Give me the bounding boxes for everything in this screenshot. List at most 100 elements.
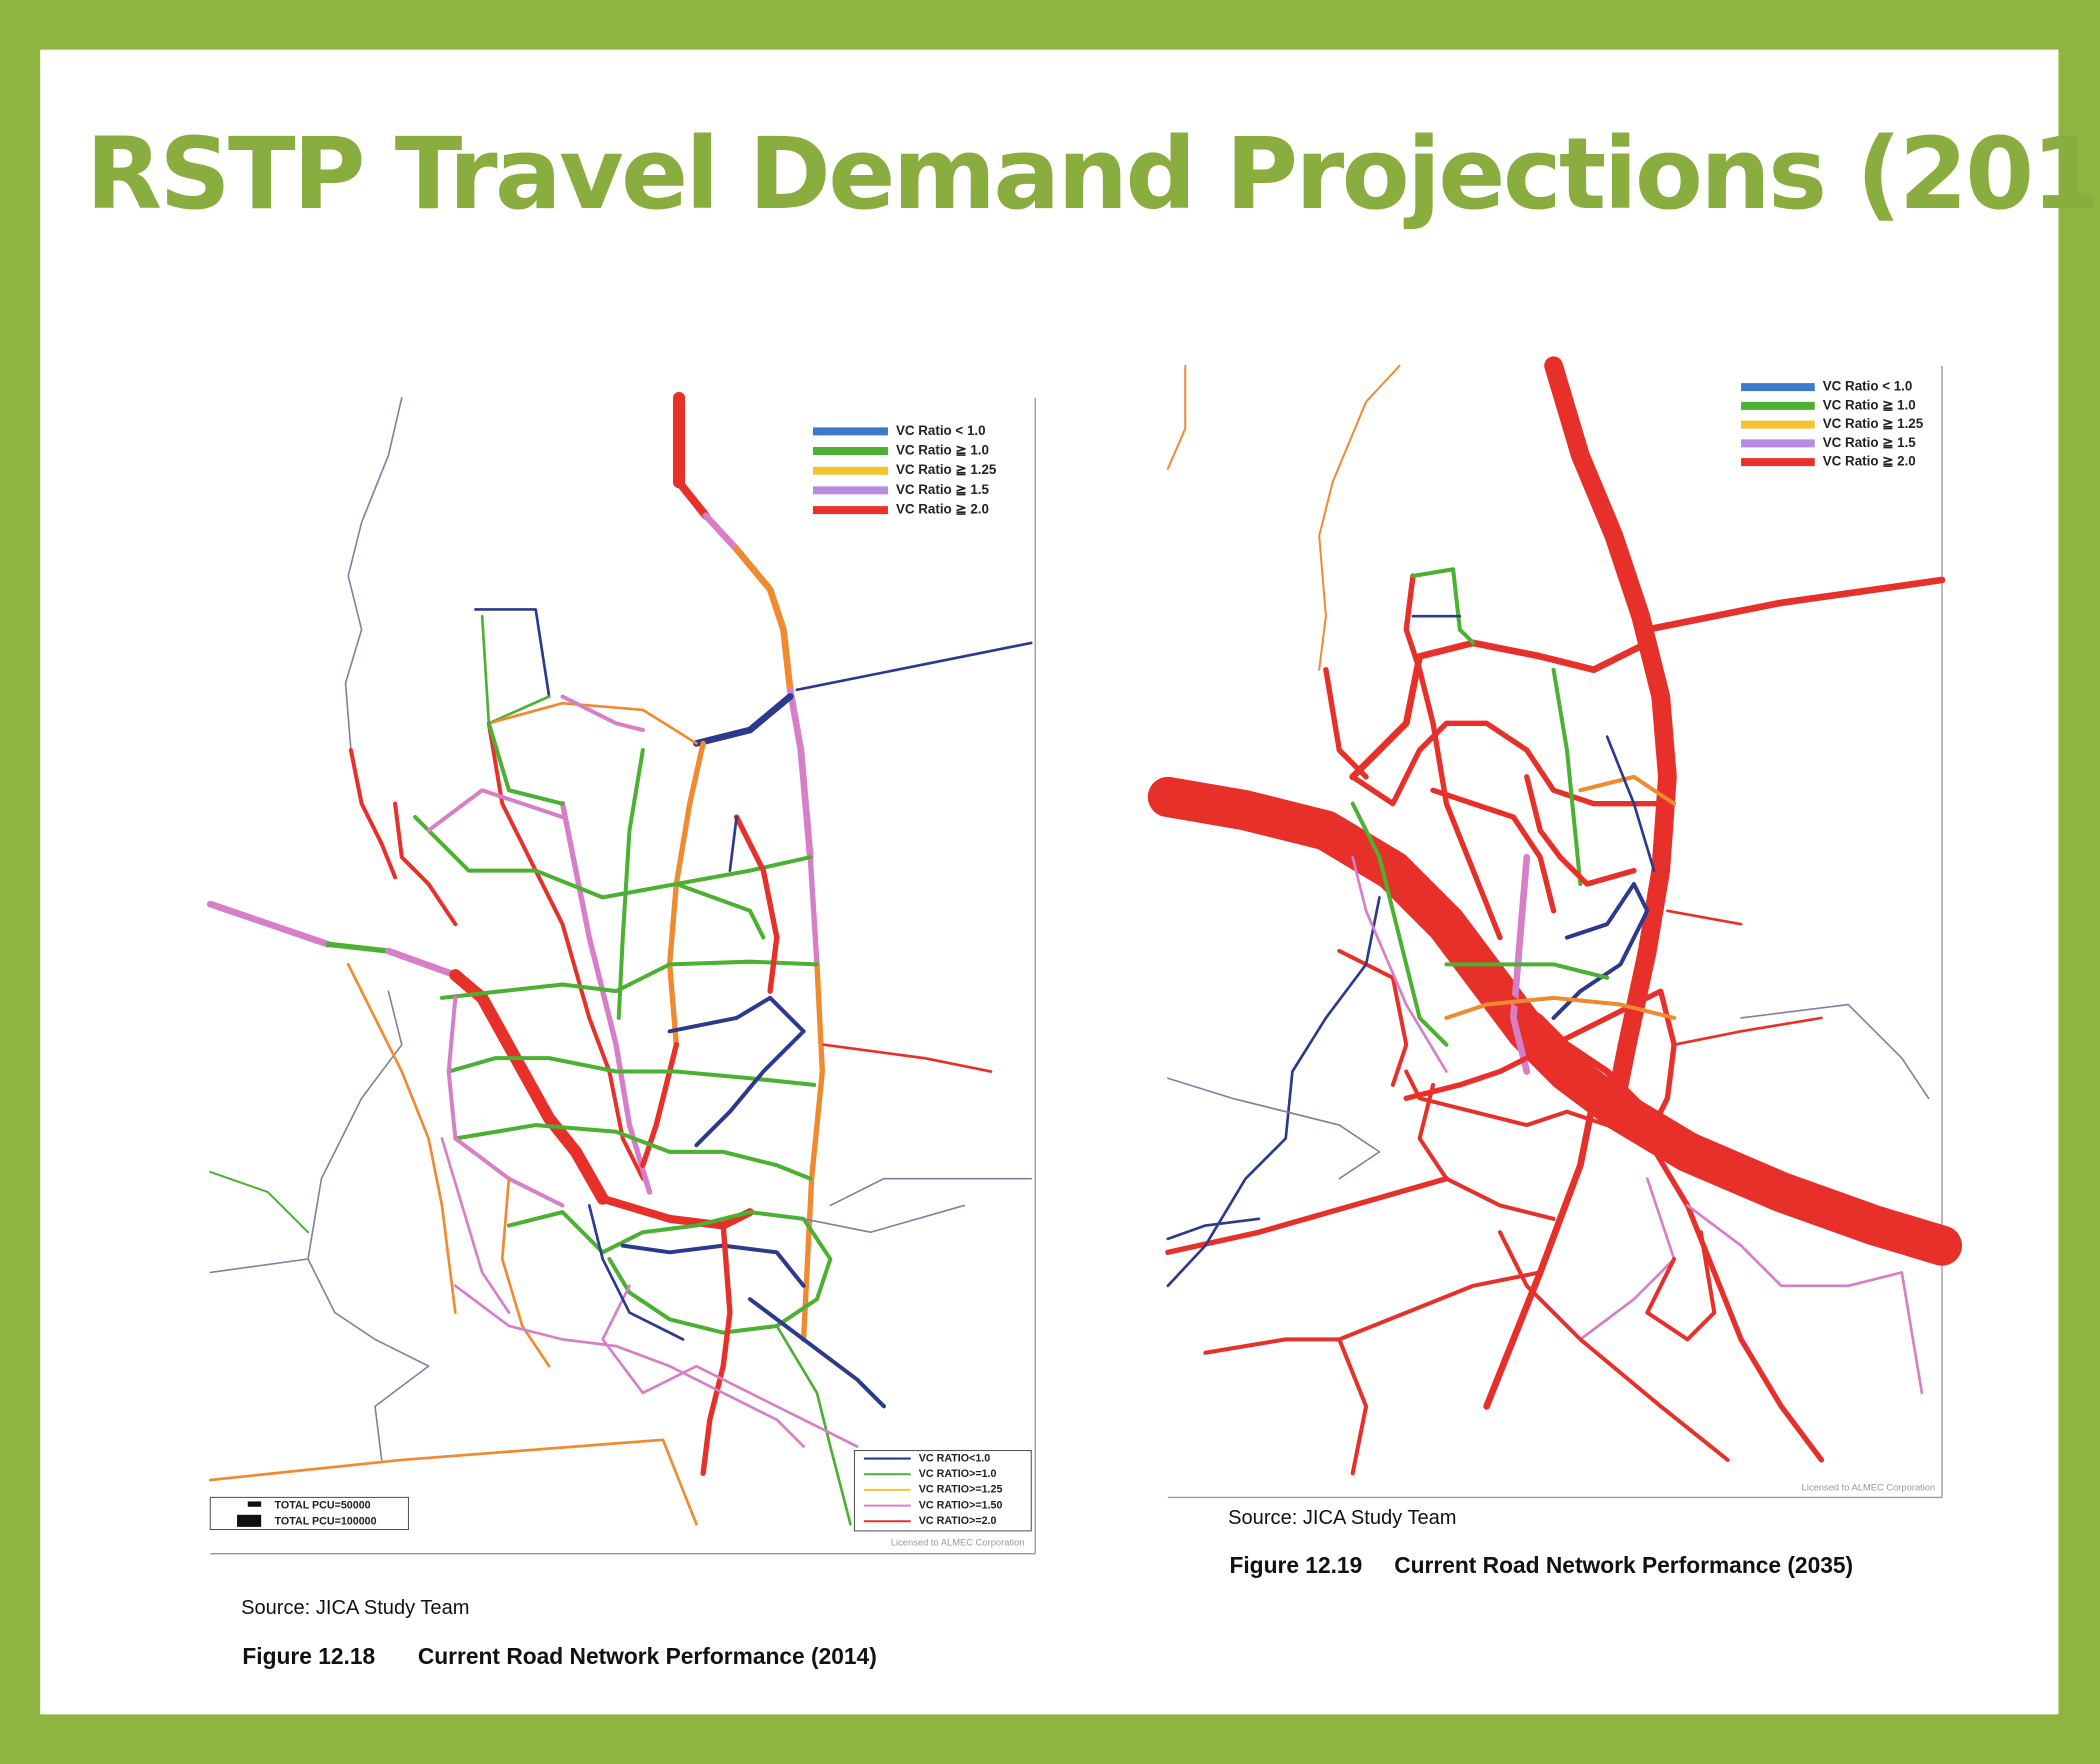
road [1444, 995, 1677, 1020]
road [385, 947, 459, 979]
road [208, 1438, 698, 1526]
road [1166, 1217, 1261, 1241]
captions: TOTAL PCU=50000 TOTAL PCU=100000 License… [209, 379, 1936, 1669]
road [426, 788, 565, 833]
legend-label: VC Ratio ≧ 2.0 [1823, 454, 1916, 469]
road [487, 701, 698, 745]
road [500, 1177, 551, 1368]
legend-label: VC Ratio ≧ 1.5 [896, 482, 990, 497]
road [1444, 962, 1610, 980]
road [1323, 667, 1369, 780]
road [1337, 1270, 1543, 1476]
road [802, 1204, 966, 1234]
road [446, 995, 565, 1208]
road [1551, 667, 1583, 887]
map-2035 [1147, 356, 1963, 1501]
pcu-symbol [247, 1501, 262, 1507]
road [795, 641, 1033, 692]
road [829, 1177, 1033, 1207]
road [1410, 567, 1476, 645]
legend-label: VC RATIO>=2.0 [919, 1515, 997, 1527]
road [1497, 1230, 1730, 1462]
slide-title: RSTP Travel Demand Projections (2014-203… [86, 117, 2100, 232]
pcu-symbol [237, 1514, 262, 1527]
road [346, 963, 457, 1314]
road [601, 1284, 859, 1448]
road [446, 1056, 817, 1087]
road [209, 1170, 310, 1234]
road [1672, 1016, 1823, 1047]
legend-label: VC RATIO<1.0 [919, 1452, 991, 1464]
road [486, 721, 565, 806]
road [453, 1123, 813, 1181]
road [786, 686, 814, 861]
legend-label: VC RATIO>=1.25 [919, 1484, 1003, 1496]
road [587, 1204, 685, 1341]
road [1544, 356, 1677, 1122]
figure-caption: Current Road Network Performance (2035) [1394, 1552, 1853, 1578]
source: Source: JICA Study Team [241, 1597, 469, 1619]
road [559, 800, 653, 1195]
road [486, 721, 645, 1181]
legend-label: VC Ratio ≧ 2.0 [896, 502, 989, 517]
road [474, 608, 551, 698]
road [807, 854, 820, 968]
legend-label: VC RATIO>=1.50 [919, 1499, 1003, 1511]
road [1483, 1094, 1598, 1410]
road [700, 1222, 733, 1476]
road [1579, 1177, 1676, 1341]
road [728, 815, 738, 872]
road [1551, 881, 1650, 1020]
road [1524, 774, 1637, 887]
license: Licensed to ALMEC Corporation [891, 1537, 1025, 1547]
road [344, 397, 403, 751]
road [1165, 1175, 1450, 1255]
pcu-legend-label: TOTAL PCU=50000 [275, 1499, 371, 1511]
road [693, 693, 794, 747]
road [616, 748, 645, 1020]
figure-caption: Current Road Network Performance (2014) [418, 1643, 877, 1669]
road [1167, 1077, 1381, 1180]
road [702, 512, 740, 553]
road [1147, 776, 1963, 1266]
road [747, 1297, 886, 1409]
road [439, 959, 819, 1000]
legend-label: VC Ratio ≧ 1.0 [1823, 397, 1916, 412]
road [1203, 1337, 1342, 1355]
road [1166, 364, 1187, 470]
legend-label: VC Ratio ≧ 1.25 [1823, 416, 1924, 431]
road [822, 1043, 993, 1073]
road [1496, 987, 1651, 1116]
legend-label: VC Ratio < 1.0 [1823, 379, 1913, 394]
road [1350, 801, 1449, 1047]
road [675, 478, 710, 520]
road [307, 990, 403, 1260]
road [413, 815, 813, 900]
road [506, 1210, 605, 1255]
road [440, 1137, 511, 1314]
source: Source: JICA Study Team [1228, 1507, 1456, 1529]
legend-label: VC RATIO>=1.0 [919, 1468, 997, 1480]
road [1645, 1230, 1717, 1342]
road [1686, 1204, 1924, 1395]
road [1430, 787, 1557, 914]
road [1351, 855, 1448, 1073]
road [733, 545, 794, 694]
legend-label: VC Ratio ≧ 1.0 [896, 443, 989, 458]
road [674, 881, 766, 940]
map-2014 [206, 391, 1036, 1555]
figure-number: Figure 12.19 [1229, 1552, 1362, 1578]
pcu-legend-label: TOTAL PCU=100000 [275, 1515, 377, 1527]
road [1644, 1135, 1825, 1463]
map-frame [1167, 365, 1942, 1501]
road [393, 801, 458, 927]
road [1666, 909, 1743, 926]
road [1578, 774, 1677, 806]
road [1404, 1069, 1610, 1128]
license: Licensed to ALMEC Corporation [1802, 1482, 1936, 1492]
road [1350, 720, 1671, 807]
road [800, 961, 825, 1343]
legend-label: VC Ratio ≧ 1.25 [896, 462, 997, 477]
road [1643, 576, 1946, 633]
